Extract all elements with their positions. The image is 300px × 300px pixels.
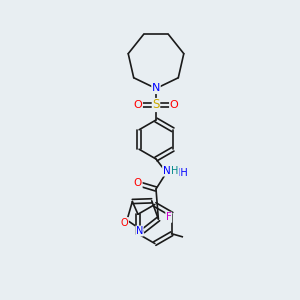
Text: O: O: [134, 178, 142, 188]
Text: H: H: [171, 166, 178, 176]
Text: N: N: [152, 83, 160, 94]
Text: O: O: [121, 218, 128, 227]
Text: F: F: [166, 212, 172, 222]
Text: N: N: [136, 226, 143, 236]
Text: S: S: [152, 98, 160, 112]
Text: NH: NH: [173, 167, 188, 178]
Text: O: O: [134, 100, 142, 110]
Text: O: O: [169, 100, 178, 110]
Text: N: N: [163, 166, 170, 176]
